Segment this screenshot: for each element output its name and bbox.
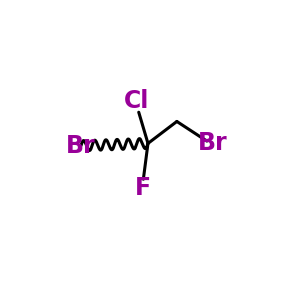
Text: F: F [135,176,152,200]
Text: Cl: Cl [124,89,149,113]
Text: Br: Br [198,131,227,155]
Text: Br: Br [66,134,96,158]
